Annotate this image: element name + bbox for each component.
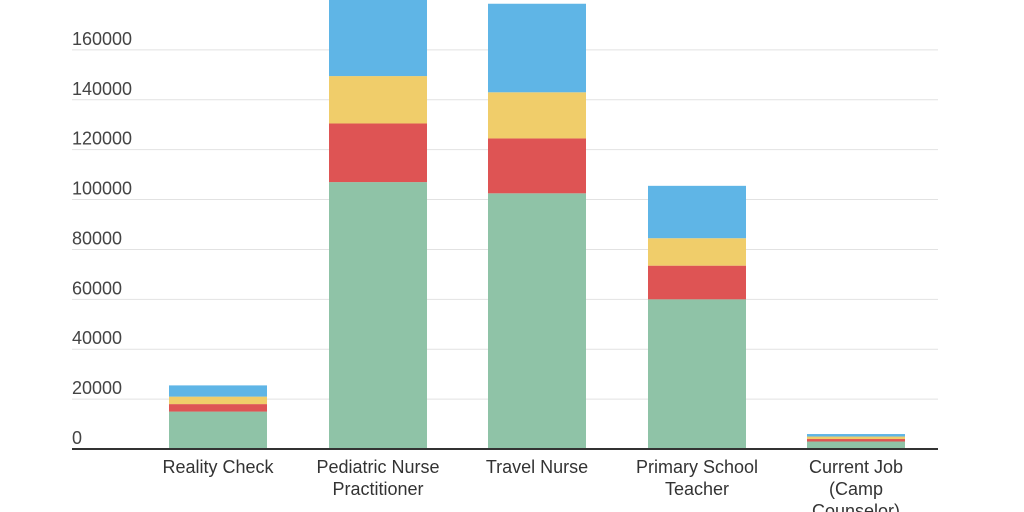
bar-segment-series-1-cat-2 <box>488 193 586 449</box>
bar-segment-series-4-cat-1 <box>329 0 427 77</box>
x-category-label-line: Counselor) <box>812 501 900 512</box>
x-category-label-line: Pediatric Nurse <box>316 457 439 477</box>
y-tick-label: 20000 <box>72 378 122 398</box>
bar-segment-series-1-cat-4 <box>807 441 905 449</box>
x-category-label-line: Primary School <box>636 457 758 477</box>
y-tick-label: 80000 <box>72 228 122 248</box>
y-tick-label: 120000 <box>72 129 132 149</box>
x-category-label-line: Teacher <box>665 479 729 499</box>
bar-segment-series-2-cat-1 <box>329 123 427 183</box>
x-category-label-line: Current Job <box>809 457 903 477</box>
bars-layer <box>169 0 905 449</box>
y-tick-label: 40000 <box>72 328 122 348</box>
x-category-label: Current Job (Camp Counselor) <box>809 457 903 512</box>
x-category-label: Travel Nurse <box>486 457 588 477</box>
y-tick-label: 160000 <box>72 29 132 49</box>
bar-segment-series-4-cat-3 <box>648 185 746 239</box>
bar-segment-series-3-cat-3 <box>648 238 746 266</box>
bar-segment-series-4-cat-4 <box>807 434 905 437</box>
y-tick-label: 0 <box>72 428 82 448</box>
y-tick-labels: 0 20000 40000 60000 80000 100000 120000 140000 1… <box>72 29 132 448</box>
y-tick-label: 140000 <box>72 79 132 99</box>
x-category-label-line: (Camp <box>829 479 883 499</box>
x-category-label-line: Reality Check <box>162 457 274 477</box>
bar-segment-series-1-cat-0 <box>169 411 267 449</box>
x-category-label-line: Travel Nurse <box>486 457 588 477</box>
bar-segment-series-2-cat-4 <box>807 439 905 442</box>
x-category-label: Primary School Teacher <box>636 457 758 499</box>
x-category-labels: Reality Check Pediatric Nurse Practitioner… <box>162 457 903 512</box>
bar-segment-series-3-cat-1 <box>329 76 427 124</box>
bar-segment-series-2-cat-0 <box>169 404 267 412</box>
bar-segment-series-4-cat-2 <box>488 3 586 93</box>
bar-segment-series-1-cat-1 <box>329 182 427 449</box>
x-category-label: Reality Check <box>162 457 274 477</box>
bar-segment-series-2-cat-3 <box>648 265 746 300</box>
bar-segment-series-2-cat-2 <box>488 138 586 194</box>
x-category-label-line: Practitioner <box>332 479 423 499</box>
y-tick-label: 60000 <box>72 278 122 298</box>
bar-segment-series-4-cat-0 <box>169 385 267 397</box>
x-category-label: Pediatric Nurse Practitioner <box>316 457 439 499</box>
y-tick-label: 100000 <box>72 179 132 199</box>
bar-segment-series-3-cat-0 <box>169 396 267 405</box>
bar-segment-series-3-cat-4 <box>807 436 905 440</box>
bar-segment-series-1-cat-3 <box>648 299 746 449</box>
bar-segment-series-3-cat-2 <box>488 92 586 139</box>
